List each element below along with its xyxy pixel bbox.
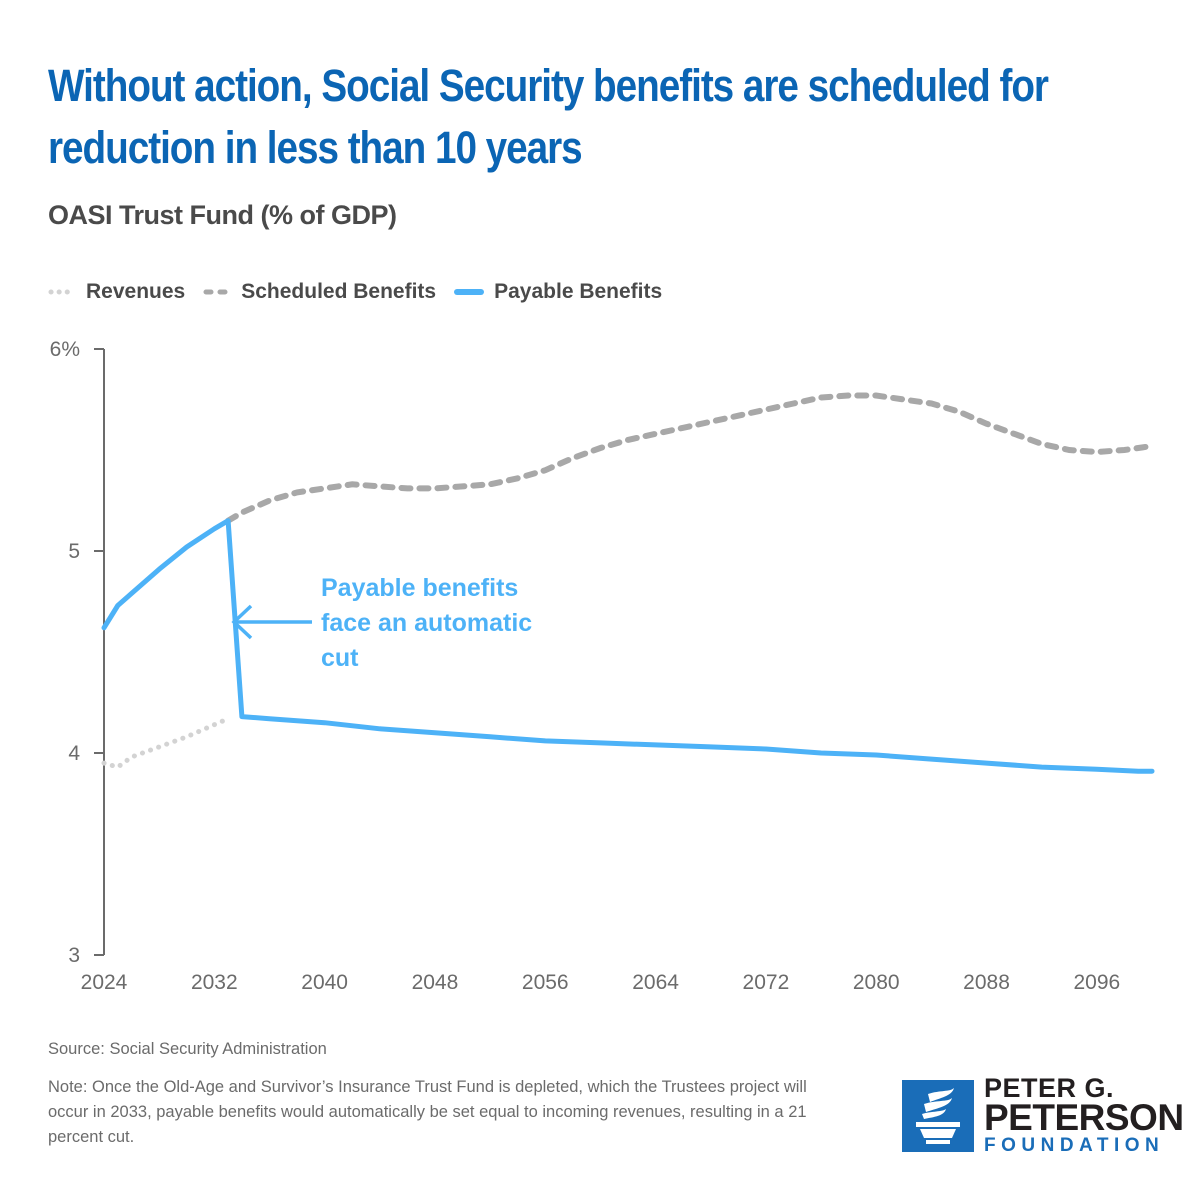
legend-label-revenues: Revenues [86, 280, 186, 303]
logo-line-2: PETERSON [984, 1097, 1184, 1138]
chart-subtitle: OASI Trust Fund (% of GDP) [48, 200, 397, 230]
x-tick-label: 2072 [743, 971, 790, 994]
x-tick-label: 2040 [301, 971, 348, 994]
x-tick-label: 2048 [412, 971, 459, 994]
x-tick-label: 2080 [853, 971, 900, 994]
axes: 3 4 5 6% 2024 2032 2040 2048 2056 2064 2072 2080 208… [50, 338, 1121, 994]
logo-line-3: FOUNDATION [984, 1135, 1165, 1156]
x-tick-label: 2024 [81, 971, 128, 994]
series-line-revenues [101, 716, 231, 770]
annotation-line-2: face an automatic [321, 609, 532, 637]
annotation-arrow-head-icon [231, 604, 253, 640]
legend-label-scheduled: Scheduled Benefits [241, 280, 437, 303]
legend-item-payable: Payable Benefits [454, 280, 662, 304]
logo-line-1: PETER G. [984, 1073, 1115, 1103]
x-tick-label: 2096 [1073, 971, 1120, 994]
legend-swatch-scheduled [203, 289, 232, 295]
annotation: Payable benefits face an automatic cut [231, 574, 532, 672]
note-text: Note: Once the Old-Age and Survivor’s In… [48, 1078, 807, 1146]
y-tick-label: 4 [68, 742, 80, 765]
x-tick-label: 2088 [963, 971, 1010, 994]
legend-swatch-payable [454, 289, 485, 295]
y-tick-label: 5 [68, 540, 80, 563]
legend-item-scheduled: Scheduled Benefits [203, 280, 436, 304]
source-text: Source: Social Security Administration [48, 1040, 327, 1058]
series-line-scheduled-benefits [225, 392, 1155, 524]
y-tick-label: 3 [68, 944, 80, 967]
peterson-foundation-logo: PETER G. PETERSON FOUNDATION [902, 1075, 1184, 1157]
annotation-line-3: cut [321, 644, 359, 672]
annotation-line-1: Payable benefits [321, 574, 518, 602]
x-tick-label: 2064 [632, 971, 679, 994]
y-tick-label: 6% [50, 338, 80, 361]
legend-item-revenues: Revenues [48, 280, 185, 304]
series-line-payable-benefits [101, 518, 1155, 774]
chart-title: Without action, Social Security benefits… [48, 60, 1049, 173]
torch-icon [902, 1080, 974, 1152]
series-group [101, 392, 1155, 774]
x-tick-label: 2032 [191, 971, 238, 994]
legend: Revenues Scheduled Benefits Payable Bene… [48, 280, 680, 304]
x-tick-label: 2056 [522, 971, 569, 994]
legend-label-payable: Payable Benefits [494, 280, 663, 303]
